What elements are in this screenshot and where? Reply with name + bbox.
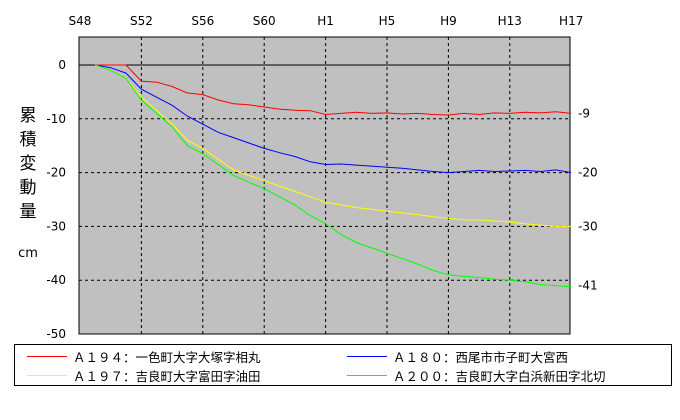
series-line xyxy=(95,64,572,116)
legend-item: Ａ１９４：一色町大字大塚字相丸 xyxy=(27,346,261,366)
y-axis-label-char: 累 xyxy=(19,106,37,126)
x-tick-label: S60 xyxy=(253,14,276,28)
legend-swatch xyxy=(347,355,387,357)
end-label: -30 xyxy=(578,219,598,233)
x-tick-label: H9 xyxy=(440,14,457,28)
y-tick-label: -30 xyxy=(46,219,66,233)
legend-label: Ａ１８０：西尾市市子町大宮西 xyxy=(393,349,569,365)
y-tick-label: 0 xyxy=(58,58,66,72)
x-tick-label: S48 xyxy=(69,14,92,28)
legend-item: Ａ１８０：西尾市市子町大宮西 xyxy=(347,346,568,366)
y-tick-labels: 0 -10 -20 -30 -40 -50 xyxy=(46,58,66,341)
plot-area xyxy=(78,36,571,335)
legend-label: Ａ１９７：吉良町大字富田字油田 xyxy=(73,368,261,384)
y-tick-label: -40 xyxy=(46,273,66,287)
legend-swatch xyxy=(27,374,67,376)
series-line xyxy=(95,64,572,288)
end-label: -41 xyxy=(578,279,598,293)
series-line xyxy=(95,64,572,174)
y-tick-label: -10 xyxy=(46,112,66,126)
y-axis-label-char: 動 xyxy=(19,178,37,198)
y-tick-label: -20 xyxy=(46,166,66,180)
y-axis-label: 累 積 変 動 量 xyxy=(14,104,42,224)
series-line xyxy=(95,64,572,227)
series-lines xyxy=(95,64,572,288)
legend-swatch xyxy=(27,355,67,357)
x-tick-label: S52 xyxy=(130,14,153,28)
legend-swatch xyxy=(347,374,387,376)
x-tick-label: H1 xyxy=(317,14,334,28)
y-axis-unit: cm xyxy=(18,246,38,261)
x-tick-label: H5 xyxy=(379,14,396,28)
grid xyxy=(79,37,570,334)
end-labels: -9 -20 -30 -41 xyxy=(578,106,598,292)
legend-label: Ａ２００：吉良町大字白浜新田字北切 xyxy=(393,368,606,384)
legend-item: Ａ２００：吉良町大字白浜新田字北切 xyxy=(347,365,606,385)
legend-label: Ａ１９４：一色町大字大塚字相丸 xyxy=(73,349,261,365)
x-tick-label: H13 xyxy=(498,14,522,28)
y-tick-label: -50 xyxy=(46,327,66,341)
x-tick-labels: S48 S52 S56 S60 H1 H5 H9 H13 H17 xyxy=(69,14,584,28)
y-axis-label-char: 積 xyxy=(19,130,37,150)
end-label: -9 xyxy=(578,106,590,120)
x-tick-label: H17 xyxy=(559,14,583,28)
legend: Ａ１９４：一色町大字大塚字相丸 Ａ１８０：西尾市市子町大宮西 Ａ１９７：吉良町大… xyxy=(14,344,672,386)
y-axis-label-char: 変 xyxy=(19,154,37,174)
legend-item: Ａ１９７：吉良町大字富田字油田 xyxy=(27,365,261,385)
end-label: -20 xyxy=(578,166,598,180)
x-tick-label: S56 xyxy=(191,14,214,28)
y-axis-label-char: 量 xyxy=(19,202,37,222)
